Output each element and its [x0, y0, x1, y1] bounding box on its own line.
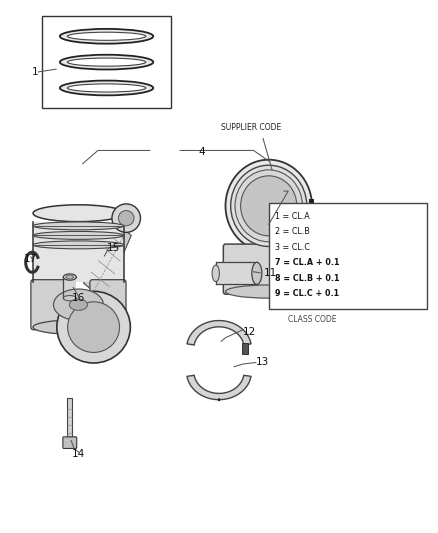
Polygon shape: [84, 227, 131, 300]
Text: 8 = CL.B + 0.1: 8 = CL.B + 0.1: [275, 274, 339, 283]
Ellipse shape: [33, 241, 124, 249]
FancyBboxPatch shape: [31, 280, 67, 330]
Ellipse shape: [60, 29, 153, 44]
Ellipse shape: [118, 211, 134, 226]
Text: 1: 1: [32, 67, 39, 77]
Ellipse shape: [67, 32, 146, 41]
Bar: [64, 277, 76, 298]
Ellipse shape: [33, 222, 124, 230]
Ellipse shape: [240, 176, 297, 236]
Text: CLASS CODE: CLASS CODE: [288, 315, 336, 324]
Ellipse shape: [231, 165, 307, 246]
Text: 3 = CL.C: 3 = CL.C: [275, 243, 310, 252]
Text: 7 = CL.A + 0.1: 7 = CL.A + 0.1: [275, 259, 339, 268]
Bar: [269, 203, 427, 309]
Ellipse shape: [64, 295, 76, 301]
Ellipse shape: [218, 398, 220, 401]
Bar: [216, 262, 257, 285]
Ellipse shape: [67, 58, 146, 66]
Ellipse shape: [33, 231, 124, 239]
Bar: [33, 222, 124, 282]
Polygon shape: [187, 320, 251, 345]
Bar: [67, 398, 72, 438]
Text: 16: 16: [72, 293, 85, 303]
Text: 1 = CL.A: 1 = CL.A: [275, 212, 310, 221]
FancyBboxPatch shape: [90, 280, 126, 330]
Ellipse shape: [252, 262, 262, 285]
Ellipse shape: [53, 289, 103, 320]
Ellipse shape: [226, 285, 312, 298]
Bar: [42, 16, 171, 108]
Text: 12: 12: [243, 327, 256, 337]
Ellipse shape: [112, 204, 141, 232]
Ellipse shape: [235, 170, 303, 242]
Ellipse shape: [66, 275, 74, 279]
FancyBboxPatch shape: [63, 437, 77, 448]
Ellipse shape: [69, 299, 88, 310]
Bar: [308, 208, 314, 214]
Bar: [308, 199, 314, 204]
Bar: [308, 218, 314, 223]
Ellipse shape: [226, 160, 312, 252]
Ellipse shape: [33, 205, 124, 222]
Bar: [242, 343, 248, 353]
Text: 14: 14: [72, 449, 85, 459]
Ellipse shape: [60, 80, 153, 95]
Text: 4: 4: [198, 147, 205, 157]
Ellipse shape: [57, 292, 131, 363]
Text: 11: 11: [264, 268, 278, 278]
Ellipse shape: [67, 84, 146, 92]
Ellipse shape: [64, 274, 76, 280]
Text: 9 = CL.C + 0.1: 9 = CL.C + 0.1: [275, 289, 339, 298]
Ellipse shape: [33, 320, 124, 335]
FancyBboxPatch shape: [223, 244, 314, 294]
Text: 17: 17: [24, 254, 38, 264]
Ellipse shape: [67, 302, 120, 352]
Text: 2 = CL.B: 2 = CL.B: [275, 228, 310, 237]
Text: SUPPLIER CODE: SUPPLIER CODE: [221, 123, 282, 132]
Text: 15: 15: [106, 243, 120, 253]
Text: 13: 13: [256, 358, 269, 367]
Ellipse shape: [212, 265, 219, 281]
Ellipse shape: [60, 55, 153, 69]
Polygon shape: [187, 375, 251, 400]
